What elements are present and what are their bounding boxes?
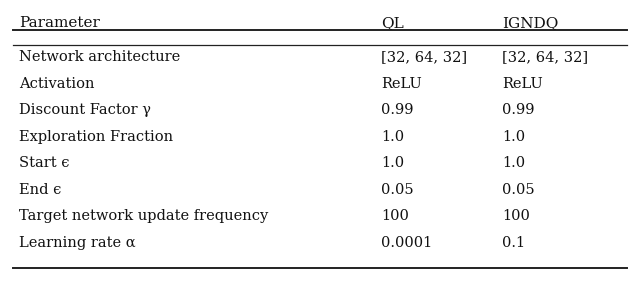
Text: 0.99: 0.99: [502, 103, 535, 118]
Text: Start ϵ: Start ϵ: [19, 156, 70, 170]
Text: [32, 64, 32]: [32, 64, 32]: [381, 50, 467, 65]
Text: Activation: Activation: [19, 77, 95, 91]
Text: 100: 100: [381, 209, 409, 223]
Text: 1.0: 1.0: [381, 130, 404, 144]
Text: End ϵ: End ϵ: [19, 183, 61, 197]
Text: Target network update frequency: Target network update frequency: [19, 209, 268, 223]
Text: 1.0: 1.0: [502, 156, 525, 170]
Text: IGNDQ: IGNDQ: [502, 16, 559, 30]
Text: ReLU: ReLU: [502, 77, 543, 91]
Text: ReLU: ReLU: [381, 77, 422, 91]
Text: Exploration Fraction: Exploration Fraction: [19, 130, 173, 144]
Text: 1.0: 1.0: [381, 156, 404, 170]
Text: Learning rate α: Learning rate α: [19, 236, 136, 250]
Text: 1.0: 1.0: [502, 130, 525, 144]
Text: QL: QL: [381, 16, 404, 30]
Text: 0.05: 0.05: [502, 183, 535, 197]
Text: 0.0001: 0.0001: [381, 236, 432, 250]
Text: Network architecture: Network architecture: [19, 50, 180, 65]
Text: 100: 100: [502, 209, 531, 223]
Text: 0.99: 0.99: [381, 103, 413, 118]
Text: [32, 64, 32]: [32, 64, 32]: [502, 50, 589, 65]
Text: Parameter: Parameter: [19, 16, 100, 30]
Text: Discount Factor γ: Discount Factor γ: [19, 103, 151, 118]
Text: 0.05: 0.05: [381, 183, 413, 197]
Text: 0.1: 0.1: [502, 236, 525, 250]
